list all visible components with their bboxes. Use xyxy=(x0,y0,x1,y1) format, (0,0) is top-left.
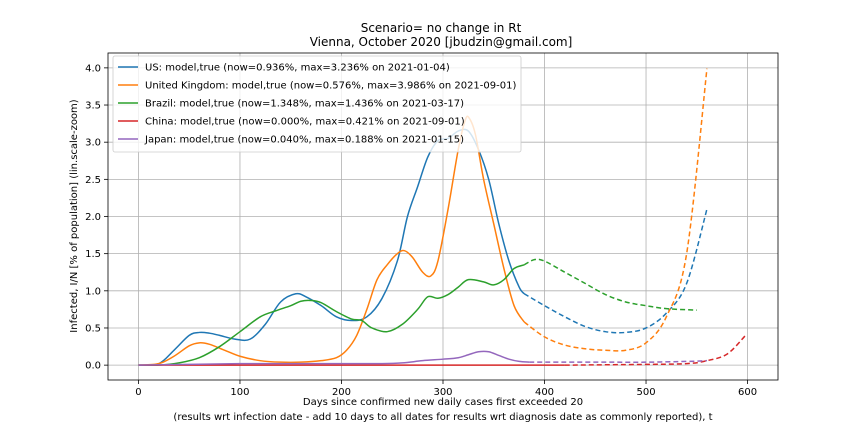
y-axis-label: Infected, I/N [% of population] (lin.sca… xyxy=(69,99,80,332)
legend-entry: US: model,true (now=0.936%, max=3.236% o… xyxy=(145,63,450,74)
y-tick-label: 1.0 xyxy=(85,286,101,297)
y-tick-label: 2.0 xyxy=(85,212,101,223)
y-tick-label: 3.5 xyxy=(85,101,101,112)
series-line-dashed-1 xyxy=(523,68,708,352)
x-tick-label: 300 xyxy=(433,387,452,398)
y-tick-label: 2.5 xyxy=(85,175,101,186)
x-axis-label: Days since confirmed new daily cases fir… xyxy=(303,397,583,408)
x-tick-label: 400 xyxy=(535,387,554,398)
series-line-solid-2 xyxy=(138,264,525,367)
y-tick-label: 0.0 xyxy=(85,361,101,372)
x-tick-label: 600 xyxy=(738,387,757,398)
series-line-solid-0 xyxy=(138,128,525,366)
y-tick-label: 3.0 xyxy=(85,138,101,149)
y-tick-label: 0.5 xyxy=(85,323,101,334)
x-tick-label: 200 xyxy=(332,387,351,398)
x-tick-label: 0 xyxy=(135,387,141,398)
legend-entry: Japan: model,true (now=0.040%, max=0.188… xyxy=(144,135,464,146)
chart-title: Scenario= no change in Rt xyxy=(361,21,522,35)
x-axis: 0 100 200 300 400 500 600 xyxy=(135,380,757,398)
x-axis-label-secondary: (results wrt infection date - add 10 day… xyxy=(173,412,712,423)
series-line-dashed-2 xyxy=(523,258,697,311)
x-tick-label: 100 xyxy=(230,387,249,398)
series-line-solid-4 xyxy=(138,350,530,366)
series-line-dashed-4 xyxy=(529,359,707,363)
legend-entry: China: model,true (now=0.000%, max=0.421… xyxy=(145,117,465,128)
legend-entry: United Kingdom: model,true (now=0.576%, … xyxy=(145,81,516,92)
legend-entry: Brazil: model,true (now=1.348%, max=1.43… xyxy=(145,99,464,110)
series-line-dashed-3 xyxy=(564,334,747,366)
x-tick-label: 500 xyxy=(636,387,655,398)
y-tick-label: 4.0 xyxy=(85,63,101,74)
y-tick-label: 1.5 xyxy=(85,249,101,260)
chart-subtitle: Vienna, October 2020 [jbudzin@gmail.com] xyxy=(310,35,573,49)
series-line-dashed-0 xyxy=(523,208,708,334)
y-axis: 0.0 0.5 1.0 1.5 2.0 2.5 3.0 3.5 4.0 xyxy=(85,63,108,372)
legend-box xyxy=(112,55,522,153)
legend: US: model,true (now=0.936%, max=3.236% o… xyxy=(112,55,522,153)
